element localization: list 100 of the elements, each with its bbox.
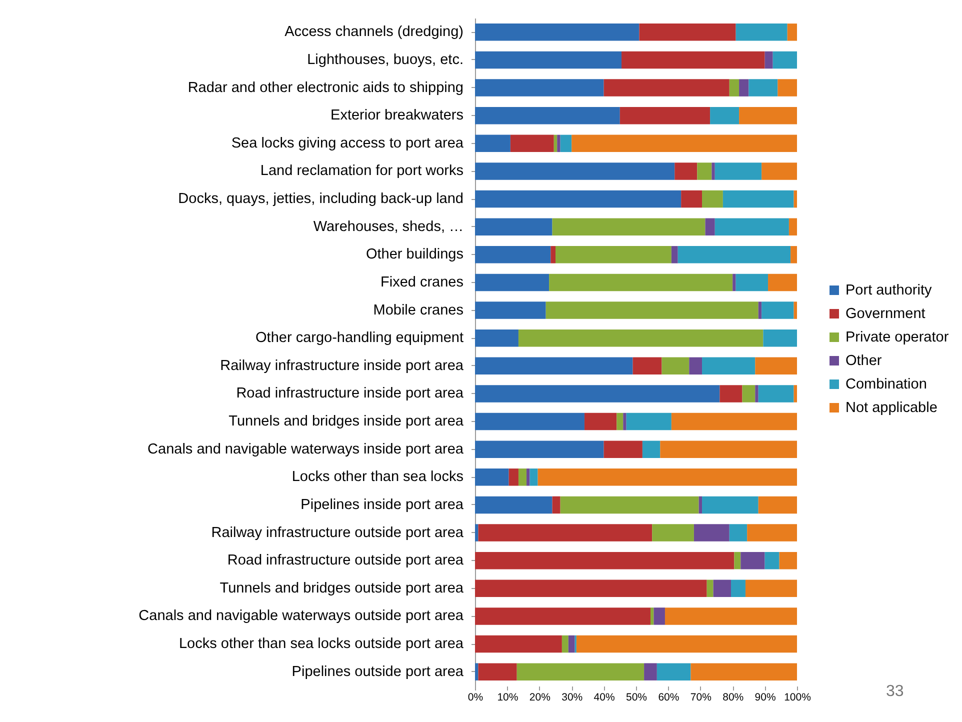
bar — [690, 663, 797, 680]
y-tick-label: Canals and navigable waterways outside port area — [138, 608, 464, 624]
y-tick-label: Pipelines inside port area — [300, 496, 464, 513]
bar — [530, 468, 538, 486]
bar — [639, 24, 736, 41]
bar — [538, 468, 797, 486]
bar — [650, 608, 654, 625]
bar — [546, 302, 758, 319]
bar — [712, 162, 715, 180]
bar — [697, 162, 712, 180]
bar — [698, 496, 702, 514]
y-tick-label: Tunnels and bridges inside port area — [228, 414, 464, 430]
bar — [732, 274, 736, 292]
bar — [549, 274, 733, 292]
bar — [556, 246, 672, 264]
y-tick-label: Access channels (dredging) — [284, 24, 464, 40]
bar — [475, 496, 552, 514]
bar — [758, 302, 762, 319]
bar — [779, 552, 797, 570]
bar — [730, 580, 746, 598]
bar — [475, 134, 510, 152]
y-tick-label: Railway infrastructure inside port area — [220, 358, 464, 374]
bar — [626, 412, 672, 430]
bar — [671, 412, 797, 430]
bar — [510, 134, 554, 152]
bar — [475, 218, 552, 236]
bar — [576, 635, 797, 653]
y-tick-label: Road infrastructure outside port area — [227, 552, 464, 569]
bar — [475, 524, 478, 542]
bar — [632, 357, 662, 375]
bar — [642, 440, 660, 458]
y-tick-label: Road infrastructure inside port area — [236, 386, 464, 402]
bar — [702, 357, 756, 375]
x-tick-label: 50% — [626, 692, 648, 704]
bar — [794, 302, 797, 319]
bar — [475, 440, 604, 458]
y-tick-label: Locks other than sea locks outside port area — [178, 636, 464, 652]
bar — [475, 246, 551, 264]
bar — [745, 580, 797, 598]
x-tick-label: 100% — [784, 692, 811, 704]
bar — [689, 357, 702, 375]
bar — [660, 440, 797, 458]
bar — [762, 302, 794, 319]
bar — [674, 162, 698, 180]
y-tick-label: Other buildings — [366, 246, 464, 263]
x-tick-label: 10% — [497, 692, 518, 704]
x-tick-label: 20% — [529, 692, 550, 704]
bar — [694, 524, 730, 542]
bar — [475, 385, 720, 402]
x-tick-label: 40% — [594, 692, 615, 704]
bar — [516, 663, 644, 680]
bar — [475, 51, 622, 69]
bar — [764, 552, 780, 570]
bar — [475, 552, 734, 570]
bar — [706, 580, 714, 598]
bar — [475, 468, 509, 486]
bar — [678, 246, 791, 264]
x-tick-label: 60% — [658, 692, 680, 704]
bar — [604, 79, 730, 96]
bar — [475, 412, 584, 430]
bar — [794, 385, 797, 402]
bar — [671, 246, 678, 264]
bar — [475, 79, 604, 96]
bar — [747, 524, 797, 542]
text: 33 — [886, 683, 904, 701]
bar — [722, 190, 794, 208]
y-tick-label: Mobile cranes — [373, 302, 464, 318]
bar — [652, 524, 694, 542]
bar — [475, 274, 550, 292]
y-tick-label: Railway infrastructure outside port area — [211, 524, 464, 541]
bar — [742, 385, 756, 402]
bar — [554, 134, 558, 152]
bar — [788, 218, 797, 236]
bar — [764, 51, 773, 69]
bar — [763, 329, 797, 347]
bar — [616, 412, 624, 430]
y-tick-label: Fixed cranes — [380, 274, 464, 290]
x-tick-label: 90% — [754, 692, 776, 704]
bar — [644, 663, 657, 680]
bar — [557, 134, 560, 152]
bar — [620, 106, 710, 124]
y-tick-label: Other cargo-handling equipment — [256, 330, 464, 346]
bar — [518, 329, 764, 347]
y-tick-label: Land reclamation for port works — [260, 163, 464, 180]
bar — [778, 79, 797, 96]
legend-label: Port authority — [846, 282, 932, 298]
y-tick-label: Warehouses, sheds, … — [313, 218, 464, 235]
bar — [562, 635, 568, 653]
bar — [475, 357, 633, 375]
x-tick-label: 0% — [468, 692, 484, 704]
bar — [734, 552, 741, 570]
x-tick-label: 80% — [722, 692, 744, 704]
legend-label: Not applicable — [846, 400, 938, 416]
bar — [623, 412, 626, 430]
bar — [508, 468, 518, 486]
bar — [656, 663, 691, 680]
bar — [758, 385, 794, 402]
x-tick-label: 70% — [690, 692, 712, 704]
bar — [526, 468, 530, 486]
y-tick-label: Exterior breakwaters — [330, 108, 464, 124]
